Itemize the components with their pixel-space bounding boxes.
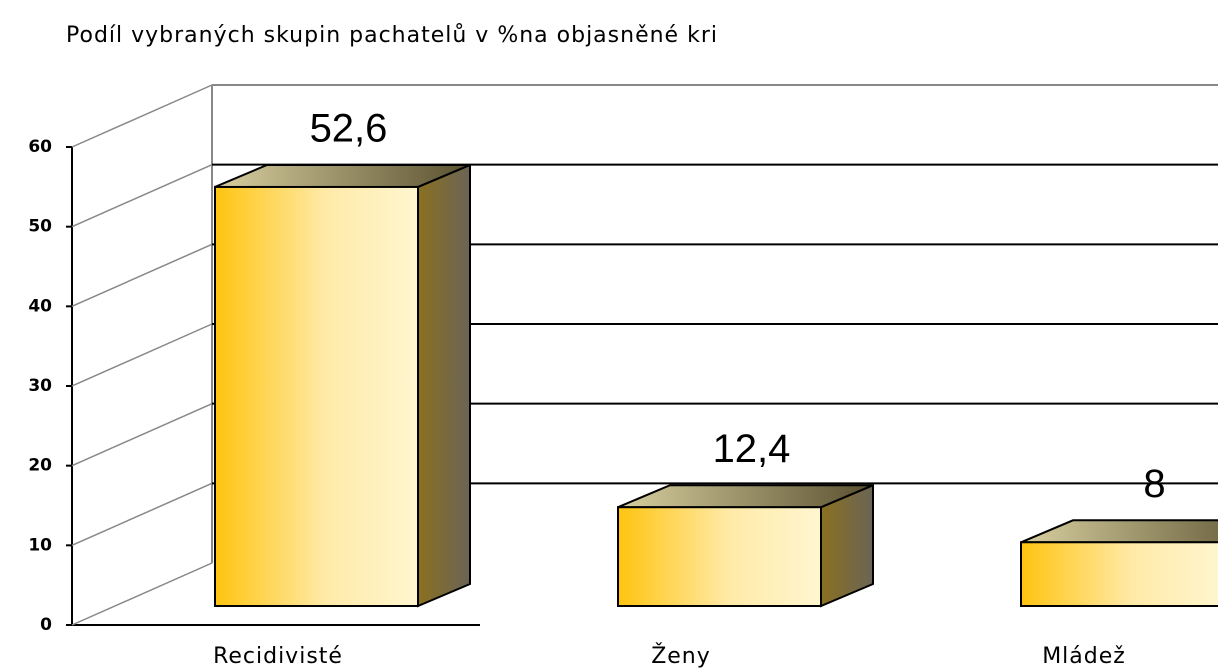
y-tick-label: 40	[28, 296, 52, 316]
bar	[214, 185, 419, 607]
x-tick-label: Recidivisté	[213, 644, 343, 669]
x-tick-label: Mládež	[1042, 644, 1126, 669]
side-grid-line	[71, 482, 213, 547]
side-grid-line	[71, 323, 213, 387]
y-tick-label: 20	[28, 456, 52, 476]
side-grid-line	[71, 402, 213, 467]
y-tick-label: 10	[28, 535, 52, 555]
y-tick-label: 50	[28, 217, 52, 237]
side-grid-line	[71, 163, 213, 228]
bar-top	[1020, 519, 1218, 544]
side-grid-line	[71, 243, 213, 308]
value-label: 52,6	[310, 107, 388, 151]
bar	[617, 506, 822, 608]
bar-side	[417, 163, 471, 608]
chart-title: Podíl vybraných skupin pachatelů v %na o…	[66, 23, 718, 48]
value-label: 12,4	[713, 427, 791, 471]
value-label: 8	[1143, 462, 1165, 506]
side-grid-line	[71, 84, 213, 148]
bar	[1020, 541, 1218, 607]
y-tick-label: 30	[28, 376, 52, 396]
side-grid-line	[71, 562, 213, 626]
x-tick-label: Ženy	[651, 643, 711, 669]
y-tick-label: 0	[40, 615, 52, 635]
y-tick-label: 60	[28, 137, 52, 157]
